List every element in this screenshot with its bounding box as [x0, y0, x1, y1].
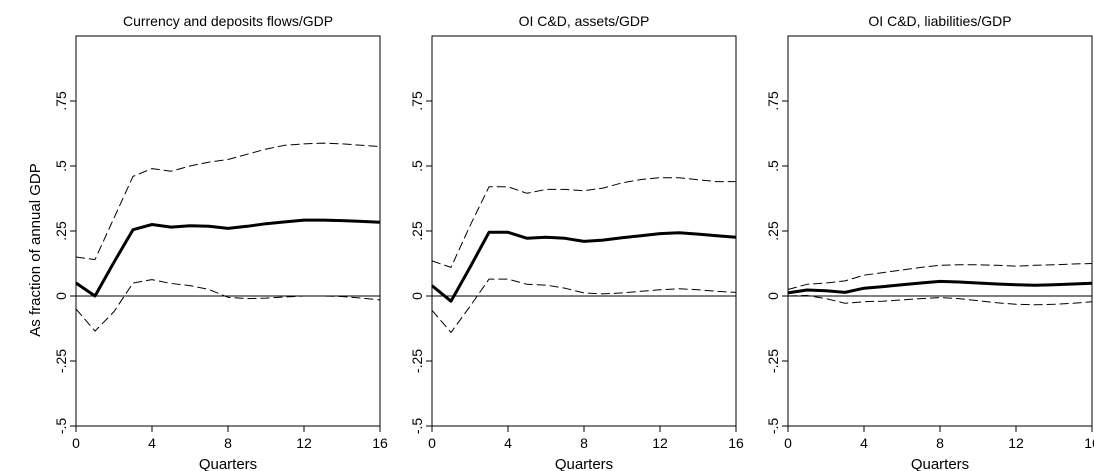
- x-tick-label: 12: [1008, 435, 1024, 451]
- x-tick-label: 4: [504, 435, 512, 451]
- y-tick-label: 0: [409, 292, 425, 300]
- series-line-estimate: [75, 218, 381, 298]
- x-tick-label: 4: [148, 435, 156, 451]
- y-tick-label: 0: [53, 292, 69, 300]
- x-tick-label: 16: [1084, 435, 1094, 451]
- y-tick-label: .5: [409, 160, 425, 172]
- panel-2: OI C&D, assets/GDP -.5 -.25 0 .25 .5 .75 0 4 8 12 1…: [409, 13, 744, 471]
- y-tick-label: -.25: [53, 349, 69, 373]
- plot-frame: [431, 35, 737, 427]
- panel-1: Currency and deposits flows/GDP -.5 -.25 0.…: [53, 13, 388, 471]
- y-tick-label: -.5: [765, 418, 781, 435]
- x-tick-label: 8: [580, 435, 588, 451]
- series-line-lower: [787, 295, 1093, 306]
- y-axis-label: As fraction of annual GDP: [27, 163, 44, 336]
- series-line-lower: [75, 279, 381, 332]
- panel-3: OI C&D, liabilities/GDP -.5 -.25 0 .25 .5 .75 0…: [765, 13, 1094, 471]
- y-tick-label: -.5: [53, 418, 69, 435]
- y-tick-label: .25: [409, 221, 425, 241]
- x-tick-label: 12: [296, 435, 312, 451]
- series-line-upper: [75, 142, 381, 261]
- panel-title: OI C&D, liabilities/GDP: [868, 13, 1011, 29]
- y-tick-label: .25: [765, 221, 781, 241]
- x-tick-label: 0: [428, 435, 436, 451]
- x-tick-label: 8: [936, 435, 944, 451]
- plot-frame: [75, 35, 381, 427]
- y-tick-label: -.25: [765, 349, 781, 373]
- x-axis-label: Quarters: [199, 456, 257, 471]
- y-tick-label: .5: [765, 160, 781, 172]
- y-tick-label: .75: [409, 91, 425, 111]
- panel-title: OI C&D, assets/GDP: [519, 13, 650, 29]
- x-tick-label: 16: [372, 435, 388, 451]
- y-tick-label: 0: [765, 292, 781, 300]
- series-line-upper: [431, 177, 736, 268]
- panel-title: Currency and deposits flows/GDP: [123, 13, 333, 29]
- y-tick-label: .25: [53, 221, 69, 241]
- x-tick-label: 4: [860, 435, 868, 451]
- y-tick-label: -.25: [409, 349, 425, 373]
- x-tick-label: 12: [652, 435, 668, 451]
- series-line-lower: [431, 278, 737, 333]
- x-axis-label: Quarters: [911, 456, 969, 471]
- y-tick-label: -.5: [409, 418, 425, 435]
- x-axis-label: Quarters: [555, 456, 613, 471]
- plot-frame: [787, 35, 1093, 427]
- x-tick-label: 0: [72, 435, 80, 451]
- series-line-upper: [787, 263, 1093, 290]
- series-line-estimate: [787, 279, 1093, 295]
- y-tick-label: .75: [765, 91, 781, 111]
- x-tick-label: 0: [784, 435, 792, 451]
- x-tick-label: 16: [728, 435, 744, 451]
- series-line-estimate: [431, 230, 737, 303]
- y-tick-label: .5: [53, 160, 69, 172]
- x-tick-label: 8: [224, 435, 232, 451]
- y-tick-label: .75: [53, 91, 69, 111]
